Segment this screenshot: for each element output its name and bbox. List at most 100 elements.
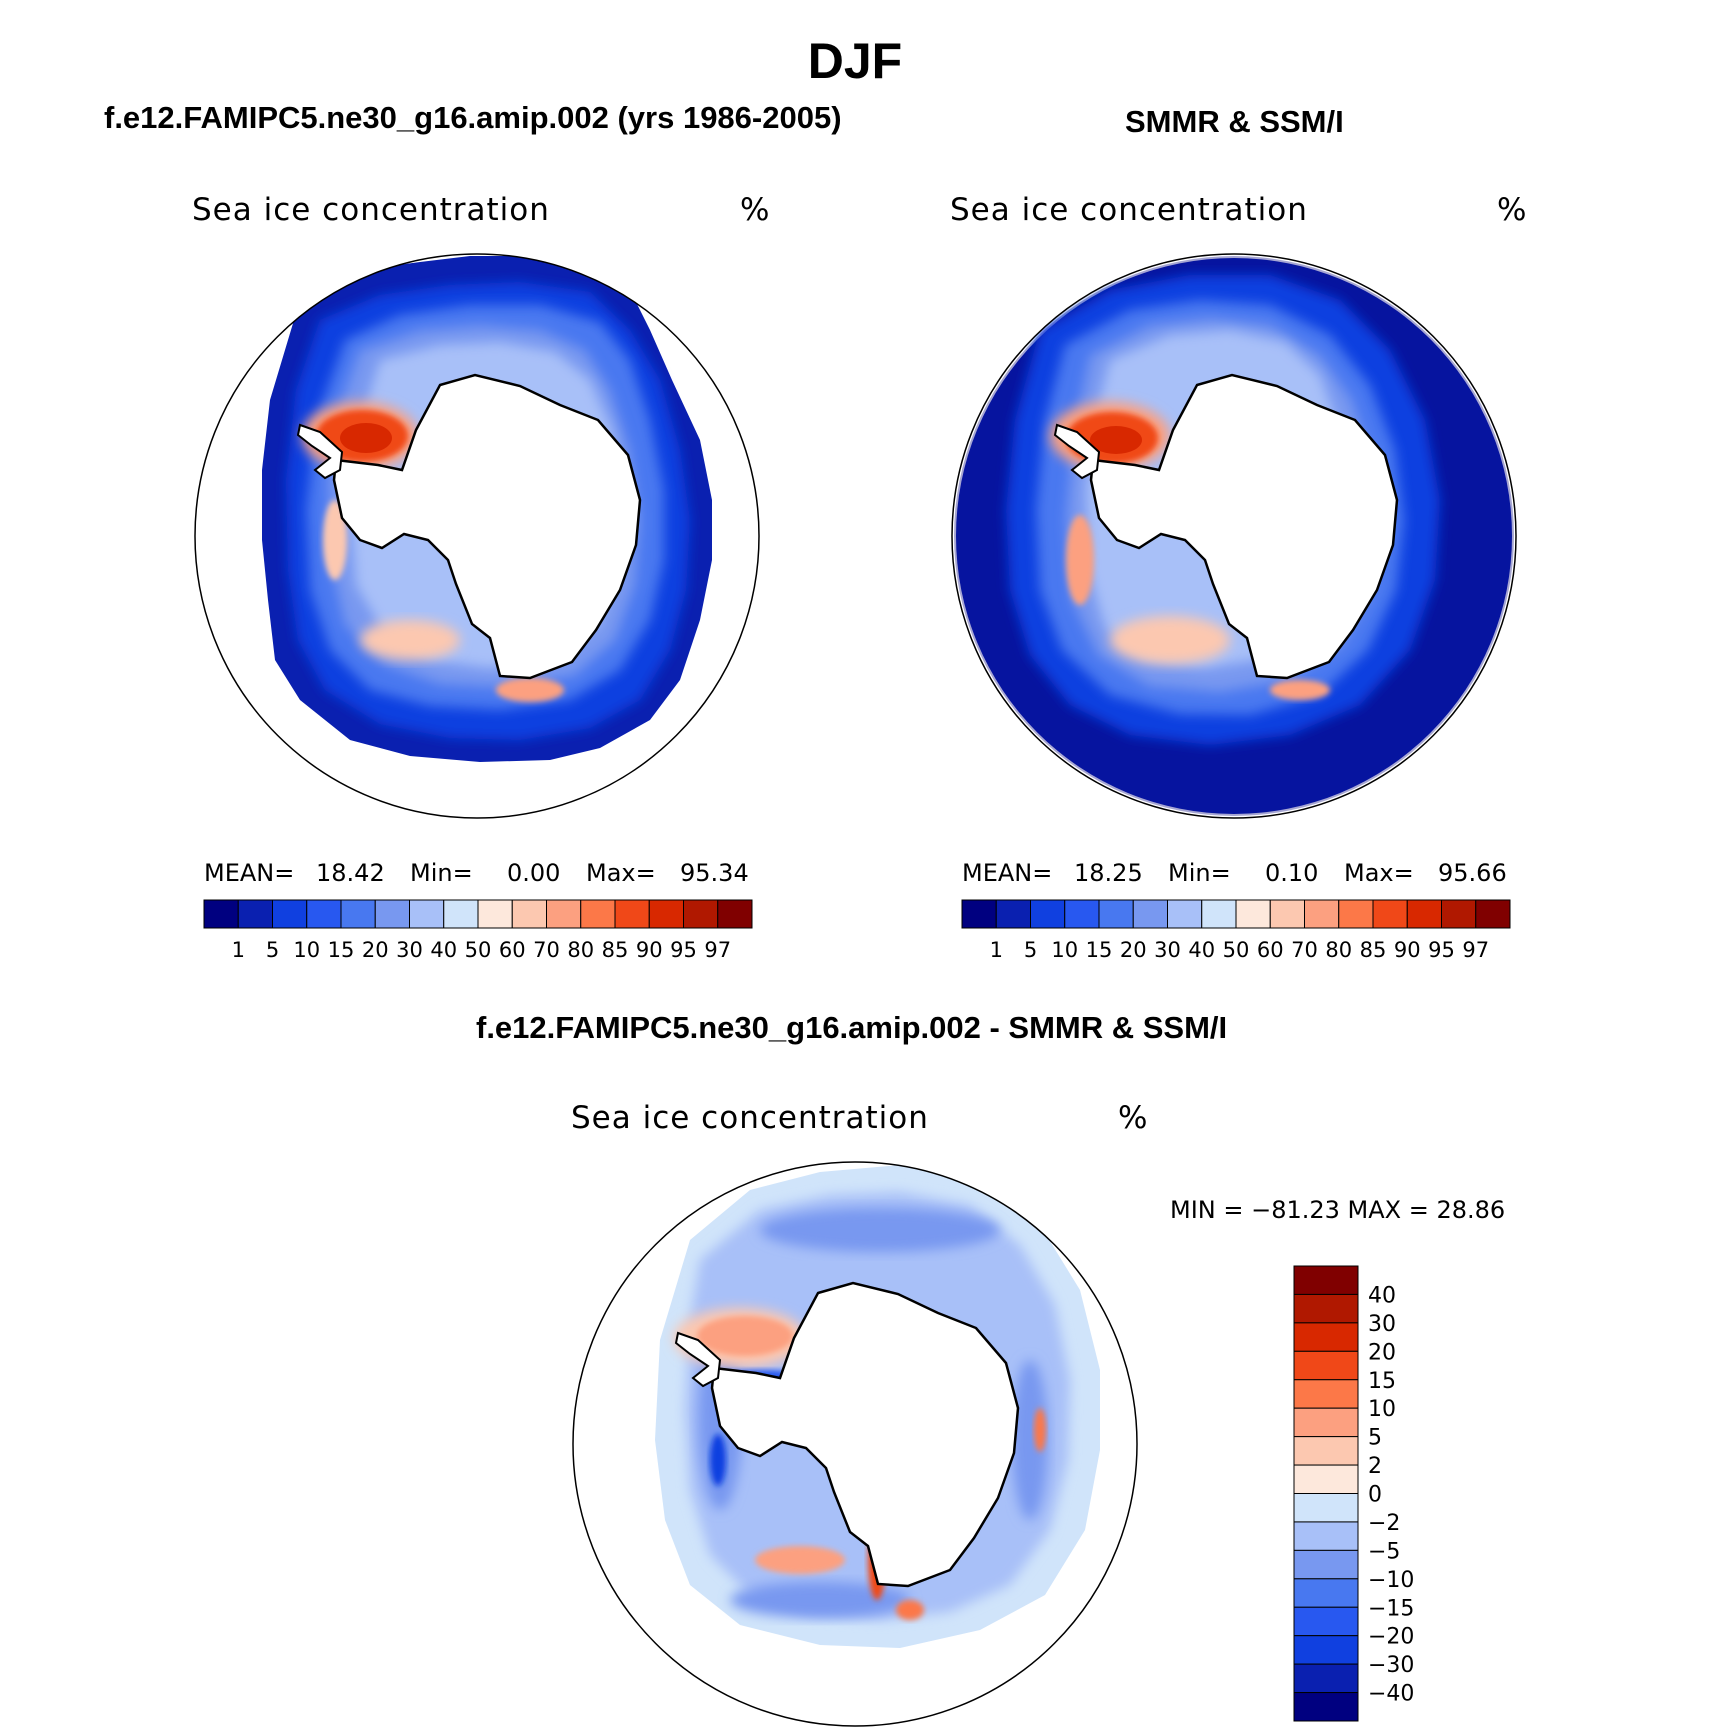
right-colorbar-tick-label: 50 bbox=[1223, 938, 1250, 962]
left-colorbar-swatch bbox=[477, 899, 513, 929]
right-colorbar-tick-label: 85 bbox=[1360, 938, 1387, 962]
left-colorbar-swatch bbox=[717, 899, 753, 929]
diff-colorbar-tick-label: −5 bbox=[1368, 1539, 1400, 1564]
right-colorbar-tick-label: 60 bbox=[1257, 938, 1284, 962]
left-colorbar-tick-label: 15 bbox=[328, 938, 355, 962]
right-colorbar-tick-label: 97 bbox=[1462, 938, 1489, 962]
left-colorbar-swatch bbox=[546, 899, 582, 929]
right-colorbar-tick-label: 15 bbox=[1086, 938, 1113, 962]
right-colorbar-tick-label: 40 bbox=[1188, 938, 1215, 962]
diff-colorbar-tick-label: 20 bbox=[1368, 1340, 1396, 1365]
right-colorbar-swatch bbox=[995, 899, 1031, 929]
left-max-value: 95.34 bbox=[680, 859, 749, 887]
right-colorbar-swatch bbox=[961, 899, 997, 929]
diff-colorbar-tick-label: 2 bbox=[1368, 1454, 1382, 1479]
left-colorbar-tick-label: 70 bbox=[533, 938, 560, 962]
left-colorbar-tick-label: 80 bbox=[567, 938, 594, 962]
left-colorbar-swatch bbox=[340, 899, 376, 929]
left-colorbar-swatch bbox=[203, 899, 239, 929]
right-colorbar-swatch bbox=[1441, 899, 1477, 929]
diff-colorbar-tick-label: −20 bbox=[1368, 1625, 1414, 1650]
diff-colorbar-swatch bbox=[1293, 1606, 1359, 1637]
right-max-value: 95.66 bbox=[1438, 859, 1507, 887]
right-colorbar-swatch bbox=[1406, 899, 1442, 929]
diff-colorbar-swatch bbox=[1293, 1521, 1359, 1551]
right-colorbar-swatch bbox=[1030, 899, 1066, 929]
left-colorbar-tick-label: 30 bbox=[396, 938, 423, 962]
right-colorbar-tick-label: 10 bbox=[1051, 938, 1078, 962]
diff-units-label: % bbox=[1118, 1100, 1148, 1136]
left-colorbar-tick-label: 10 bbox=[293, 938, 320, 962]
left-units-label: % bbox=[740, 192, 770, 228]
diff-colorbar-tick-label: −40 bbox=[1368, 1682, 1414, 1707]
left-colorbar: 1 5 10 15 20 30 40 50 60 70 80 85 90 95 97 bbox=[203, 899, 753, 962]
right-colorbar-swatch bbox=[1064, 899, 1100, 929]
right-colorbar: 1 5 10 15 20 30 40 50 60 70 80 85 90 95 97 bbox=[961, 899, 1511, 962]
diff-colorbar-swatch bbox=[1293, 1293, 1359, 1324]
right-map bbox=[951, 253, 1517, 819]
right-colorbar-tick-label: 80 bbox=[1325, 938, 1352, 962]
diff-colorbar-swatch bbox=[1293, 1578, 1359, 1608]
diff-colorbar-swatch bbox=[1293, 1407, 1359, 1438]
diff-colorbar-swatch bbox=[1293, 1663, 1359, 1694]
left-colorbar-tick-label: 1 bbox=[232, 938, 245, 962]
figure-title: DJF bbox=[807, 33, 903, 89]
diff-colorbar-swatch bbox=[1293, 1464, 1359, 1494]
left-colorbar-tick-label: 5 bbox=[266, 938, 279, 962]
left-colorbar-swatch bbox=[306, 899, 342, 929]
right-colorbar-swatch bbox=[1269, 899, 1305, 929]
diff-colorbar-tick-label: −15 bbox=[1368, 1596, 1414, 1621]
right-colorbar-swatch bbox=[1201, 899, 1237, 929]
left-colorbar-tick-label: 60 bbox=[499, 938, 526, 962]
right-colorbar-swatch bbox=[1098, 899, 1134, 929]
right-peninsula bbox=[1053, 423, 1101, 480]
right-colorbar-tick-label: 30 bbox=[1154, 938, 1181, 962]
diff-colorbar-tick-label: −2 bbox=[1368, 1511, 1400, 1536]
left-mean-label: MEAN= bbox=[204, 859, 295, 887]
diff-colorbar-swatch bbox=[1293, 1436, 1359, 1466]
left-colorbar-tick-label: 90 bbox=[636, 938, 663, 962]
left-max-label: Max= bbox=[586, 859, 656, 887]
right-mean-value: 18.25 bbox=[1074, 859, 1143, 887]
right-colorbar-swatch bbox=[1304, 899, 1340, 929]
left-colorbar-swatch bbox=[511, 899, 547, 929]
left-colorbar-swatch bbox=[374, 899, 410, 929]
right-colorbar-swatch bbox=[1338, 899, 1374, 929]
right-mean-label: MEAN= bbox=[962, 859, 1053, 887]
right-max-label: Max= bbox=[1344, 859, 1414, 887]
diff-colorbar-swatch bbox=[1293, 1549, 1359, 1580]
diff-peninsula bbox=[674, 1331, 722, 1388]
left-peninsula bbox=[296, 423, 344, 480]
diff-colorbar-tick-label: −30 bbox=[1368, 1653, 1414, 1678]
diff-colorbar-swatch bbox=[1293, 1635, 1359, 1665]
diff-range-text: MIN = −81.23 MAX = 28.86 bbox=[1170, 1196, 1506, 1224]
diff-colorbar-swatch bbox=[1293, 1265, 1359, 1295]
left-colorbar-tick-label: 50 bbox=[465, 938, 492, 962]
diff-colorbar-tick-label: 40 bbox=[1368, 1283, 1396, 1308]
left-colorbar-tick-label: 97 bbox=[704, 938, 731, 962]
right-colorbar-tick-label: 1 bbox=[990, 938, 1003, 962]
right-colorbar-tick-label: 95 bbox=[1428, 938, 1455, 962]
diff-colorbar-tick-label: 5 bbox=[1368, 1426, 1382, 1451]
diff-colorbar-tick-label: −10 bbox=[1368, 1568, 1414, 1593]
diff-colorbar-swatch bbox=[1293, 1692, 1359, 1722]
left-min-value: 0.00 bbox=[507, 859, 561, 887]
left-colorbar-swatch bbox=[614, 899, 650, 929]
left-colorbar-swatch bbox=[409, 899, 445, 929]
diff-colorbar-swatch bbox=[1293, 1493, 1359, 1523]
right-colorbar-tick-label: 5 bbox=[1024, 938, 1037, 962]
right-colorbar-tick-label: 90 bbox=[1394, 938, 1421, 962]
left-colorbar-tick-label: 40 bbox=[430, 938, 457, 962]
right-colorbar-swatch bbox=[1167, 899, 1203, 929]
right-colorbar-swatch bbox=[1475, 899, 1511, 929]
diff-variable-label: Sea ice concentration bbox=[571, 1100, 929, 1136]
left-min-label: Min= bbox=[410, 859, 473, 887]
left-colorbar-swatch bbox=[443, 899, 479, 929]
diff-colorbar-tick-label: 30 bbox=[1368, 1312, 1396, 1337]
diff-map bbox=[572, 1161, 1138, 1727]
left-map bbox=[194, 253, 760, 819]
right-colorbar-tick-label: 70 bbox=[1291, 938, 1318, 962]
left-mean-value: 18.42 bbox=[316, 859, 385, 887]
